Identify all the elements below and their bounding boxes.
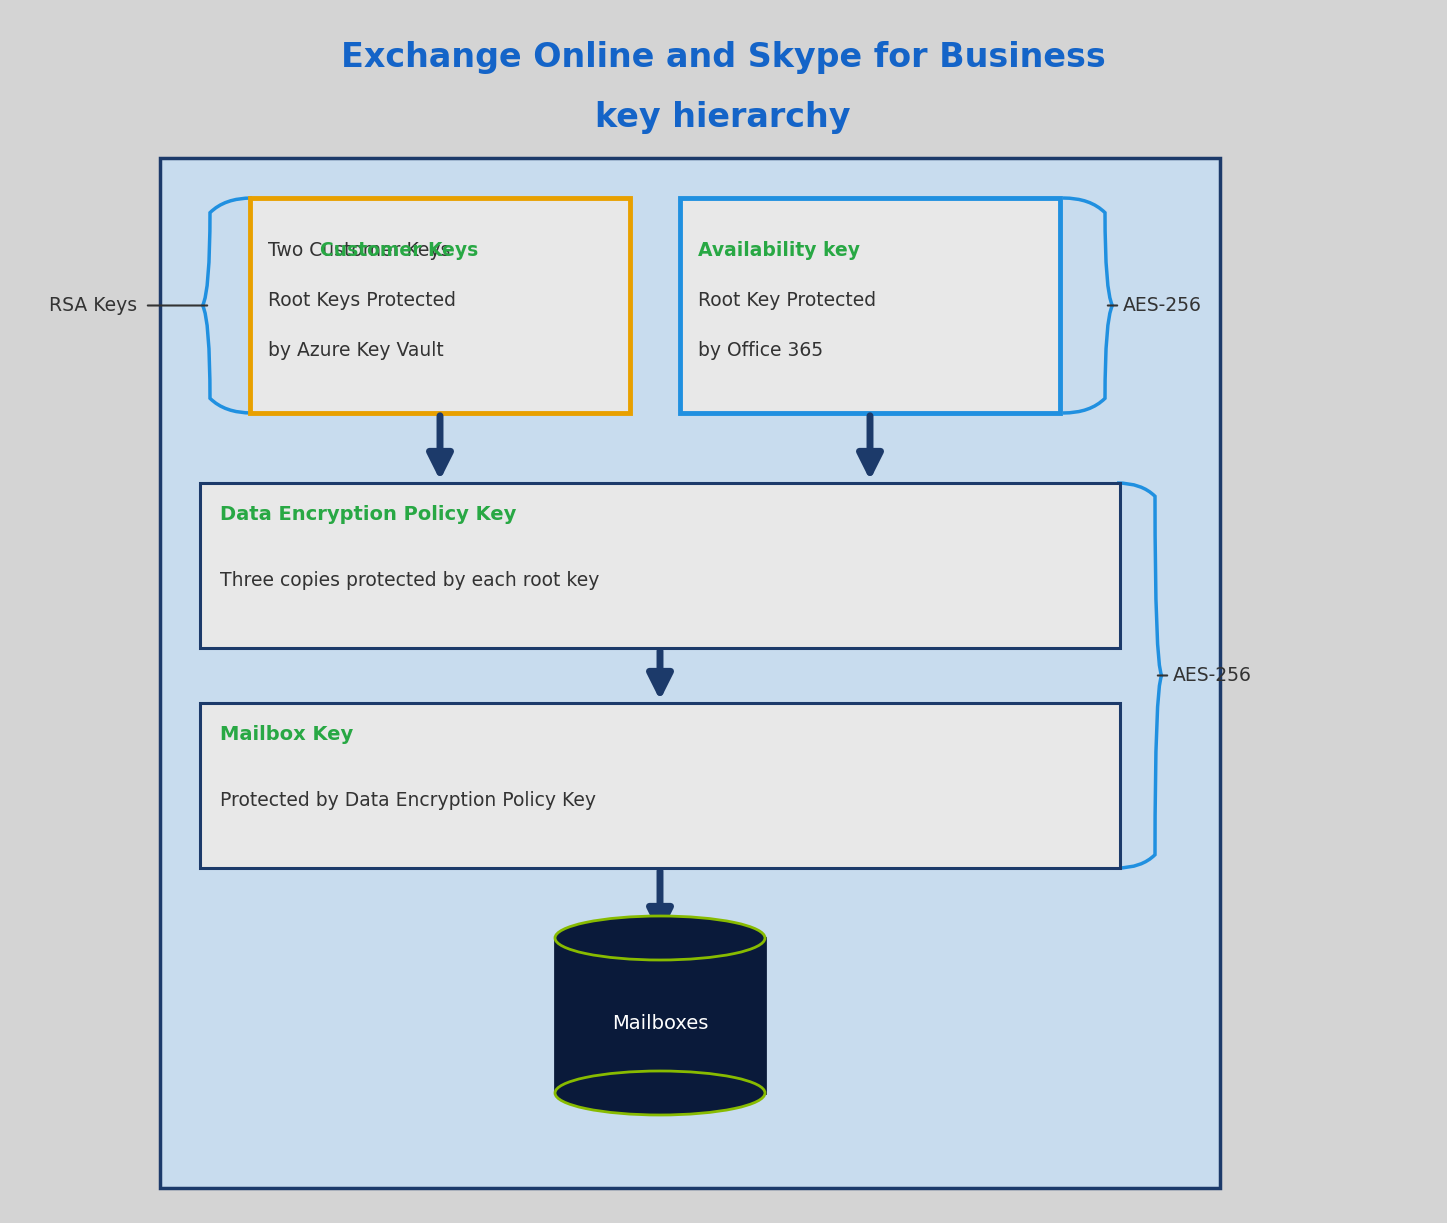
Text: by Azure Key Vault: by Azure Key Vault [268,341,444,361]
Text: Exchange Online and Skype for Business: Exchange Online and Skype for Business [340,42,1106,75]
FancyBboxPatch shape [200,483,1120,648]
Text: Two Customer Keys: Two Customer Keys [268,241,450,260]
Text: Availability key: Availability key [697,241,860,260]
Text: Three copies protected by each root key: Three copies protected by each root key [220,571,599,591]
Text: Data Encryption Policy Key: Data Encryption Policy Key [220,505,517,525]
Text: AES-256: AES-256 [1123,296,1202,316]
Text: RSA Keys: RSA Keys [49,296,137,316]
Ellipse shape [556,1071,765,1115]
FancyBboxPatch shape [250,198,629,413]
Text: Mailbox Key: Mailbox Key [220,725,353,745]
FancyBboxPatch shape [200,703,1120,868]
Text: AES-256: AES-256 [1174,667,1252,685]
FancyBboxPatch shape [680,198,1061,413]
FancyBboxPatch shape [556,938,765,1093]
Text: Root Keys Protected: Root Keys Protected [268,291,456,311]
Text: Customer Keys: Customer Keys [320,241,479,260]
Ellipse shape [556,916,765,960]
FancyBboxPatch shape [161,158,1220,1188]
Text: key hierarchy: key hierarchy [595,102,851,135]
Text: by Office 365: by Office 365 [697,341,823,361]
Text: Mailboxes: Mailboxes [612,1014,708,1032]
Text: Root Key Protected: Root Key Protected [697,291,875,311]
Text: Protected by Data Encryption Policy Key: Protected by Data Encryption Policy Key [220,791,596,811]
